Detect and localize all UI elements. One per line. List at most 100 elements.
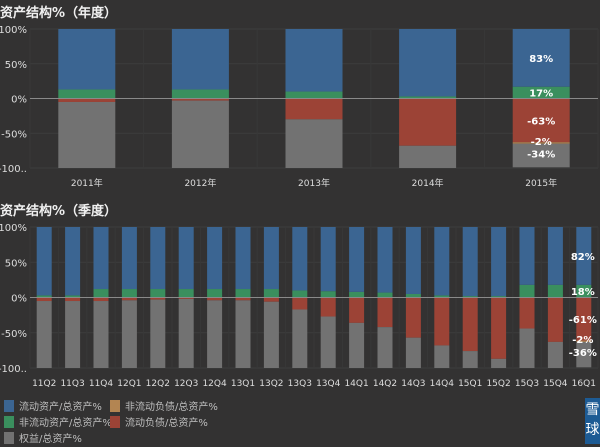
bar-segment: [377, 227, 393, 293]
bar-segment: [292, 290, 308, 298]
bar-segment: [178, 298, 194, 368]
legend-item[interactable]: 权益/总资产%: [4, 430, 82, 445]
bar-segment: [235, 297, 251, 301]
legend-item[interactable]: 非流动资产/总资产%: [4, 414, 112, 429]
bar-segment: [462, 296, 478, 298]
bar-segment: [320, 297, 336, 317]
bar-segment: [292, 227, 308, 291]
legend-swatch: [4, 415, 14, 428]
bar-segment: [377, 297, 393, 328]
x-tick-label: 14Q2: [373, 379, 397, 389]
legend-label: 非流动资产/总资产%: [19, 418, 112, 429]
bar-segment: [547, 227, 563, 285]
bar-segment: [320, 316, 336, 368]
bar-segment: [65, 227, 81, 296]
bar-segment: [519, 284, 535, 298]
bar-segment: [121, 300, 137, 368]
bar-segment: [263, 289, 279, 298]
bar-segment: [93, 301, 109, 368]
legend-item[interactable]: 非流动负债/总资产%: [110, 398, 218, 413]
bar-segment: [207, 289, 223, 298]
x-tick-label: 16Q1: [572, 379, 596, 389]
bar-segment: [121, 289, 137, 298]
legend-swatch: [110, 399, 120, 412]
x-tick-label: 11Q2: [32, 379, 56, 389]
bar-segment: [150, 297, 166, 300]
y-tick-label: -100..: [0, 164, 27, 175]
bar-segment: [462, 351, 478, 368]
bar-segment: [491, 297, 507, 359]
bar-segment: [36, 301, 52, 368]
x-tick-label: 15Q2: [486, 379, 510, 389]
bar-segment: [65, 301, 81, 368]
bar-segment: [263, 301, 279, 368]
bar-segment: [178, 297, 194, 299]
bar-segment: [512, 142, 570, 144]
bar-segment: [150, 289, 166, 298]
bar-segment: [285, 29, 343, 92]
bar-segment: [263, 227, 279, 290]
bar-segment: [65, 297, 81, 302]
bar-segment: [547, 297, 563, 342]
x-tick-label: 13Q4: [316, 379, 341, 389]
x-tick-label: 12Q3: [174, 379, 198, 389]
bar-segment: [491, 227, 507, 297]
bar-segment: [171, 100, 229, 168]
bar-segment: [519, 297, 535, 329]
bar-segment: [285, 119, 343, 168]
bar-segment: [405, 337, 421, 368]
xueqiu-logo: 雪球: [585, 398, 600, 444]
bar-segment: [285, 91, 343, 99]
x-tick-label: 12Q2: [146, 379, 170, 389]
bar-segment: [58, 98, 116, 102]
bar-segment: [399, 98, 457, 146]
bar-segment: [58, 101, 116, 168]
legend-swatch: [4, 431, 14, 444]
bar-segment: [235, 289, 251, 298]
quarterly-chart-title: 资产结构%（季度）: [0, 204, 118, 219]
quarterly-chart: 100% 50% 0% -50% -100.. 11Q2 11Q3 11Q4 12Q1 12Q2 1…: [0, 223, 599, 389]
annual-chart: 100% 50% 0% -50% -100.. 2011年 2012年 2013年 2014年 2…: [0, 25, 599, 189]
bar-segment: [491, 358, 507, 368]
bar-segment: [399, 29, 457, 97]
y-tick-label: 100%: [0, 25, 27, 36]
x-tick-label: 14Q4: [430, 379, 455, 389]
bar-segment: [349, 297, 365, 323]
bar-segment: [512, 143, 570, 168]
data-label: -34%: [527, 150, 555, 161]
bar-segment: [399, 145, 457, 168]
bar-segment: [576, 227, 592, 285]
bar-segment: [434, 297, 450, 346]
x-tick-label: 14Q1: [344, 379, 368, 389]
bar-segment: [93, 289, 109, 298]
legend-swatch: [4, 399, 14, 412]
legend-item[interactable]: 流动资产/总资产%: [4, 398, 102, 413]
x-tick-label: 13Q3: [288, 379, 312, 389]
bar-segment: [320, 227, 336, 292]
x-tick-label: 2014年: [412, 177, 444, 189]
bar-segment: [491, 296, 507, 298]
bar-segment: [349, 322, 365, 368]
x-tick-label: 2013年: [298, 177, 330, 189]
bar-segment: [292, 297, 308, 310]
y-tick-label: -50%: [1, 129, 27, 140]
bar-segment: [285, 98, 343, 120]
bar-segment: [207, 300, 223, 368]
legend-item[interactable]: 流动负债/总资产%: [110, 414, 208, 429]
x-tick-label: 11Q3: [60, 379, 84, 389]
legend-label: 非流动负债/总资产%: [125, 402, 218, 413]
bar-segment: [405, 227, 421, 294]
bar-segment: [462, 227, 478, 297]
data-label: 82%: [571, 252, 595, 263]
bar-segment: [377, 292, 393, 298]
bar-segment: [405, 297, 421, 338]
data-label: 18%: [571, 287, 595, 298]
bar-segment: [434, 345, 450, 368]
bar-segment: [377, 327, 393, 368]
bar-segment: [576, 284, 592, 298]
annual-chart-title: 资产结构%（年度）: [0, 6, 118, 21]
bar-segment: [36, 227, 52, 296]
x-tick-label: 2011年: [71, 177, 103, 189]
y-tick-label: 50%: [5, 60, 27, 71]
bar-segment: [150, 299, 166, 368]
